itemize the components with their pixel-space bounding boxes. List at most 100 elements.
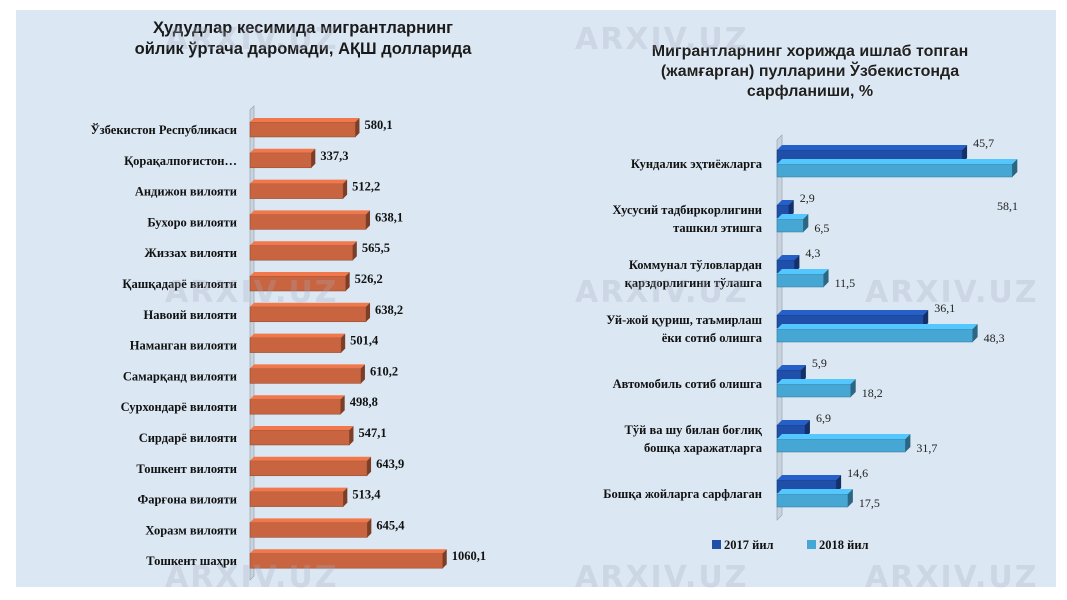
right-value-label: 14,6 [847,466,868,480]
left-bar-top [250,241,357,246]
right-value-label: 17,5 [859,496,880,510]
right-category-label: бошқа харажатларга [644,441,763,455]
left-category-label: Сурхондарё вилояти [121,400,237,414]
left-value-label: 580,1 [364,118,392,132]
left-bar-front [249,522,368,538]
left-bar-top [250,148,316,153]
left-bar [249,487,348,507]
left-value-label: 512,2 [352,180,380,194]
right-bar-2018-front [776,438,906,453]
right-title-line-2: (жамғарган) пулларини Ўзбекистонда [660,63,960,80]
right-category-label: ташкил этишга [673,221,763,235]
right-value-label: 2,9 [800,191,815,205]
left-category-label: Сирдарё вилояти [139,431,237,445]
left-bar-top [250,272,350,276]
right-value-label: 45,7 [973,136,994,150]
left-category-label: Қорақалпоғистон… [124,154,237,168]
right-value-label: 11,5 [835,276,856,290]
right-bar-2018-top [777,379,856,384]
legend-swatch-2018 [807,540,816,549]
right-bar-2018-top [777,489,853,494]
right-bar-2017-side [923,310,929,328]
left-category-label: Самарқанд вилояти [123,369,237,383]
right-bar-2018-front [776,218,804,233]
left-category-label: Ўзбекистон Республикаси [90,123,237,137]
right-bar-2018-front [776,163,1013,178]
left-bar [249,179,348,199]
left-bar-front [249,214,367,230]
left-value-label: 638,2 [375,303,403,317]
right-bar-2017-top [777,255,800,260]
left-bar-front [249,491,344,507]
right-bar-2018-side [847,489,853,507]
right-bar-2018-top [777,324,978,329]
left-value-label: 337,3 [320,149,348,163]
left-bar-side [366,210,371,230]
right-bar-2017-side [962,145,968,163]
left-bar [249,395,345,415]
left-bar [249,241,357,261]
right-bar-2018 [776,489,853,508]
left-value-label: 513,4 [352,488,381,502]
right-category-label: Кундалик эҳтиёжларга [631,157,763,171]
legend-label: 2018 йил [819,538,869,552]
right-category-label: Тўй ва шу билан боғлиқ [625,423,763,437]
right-value-label: 5,9 [812,356,827,370]
left-category-label: Фарғона вилояти [137,493,237,507]
right-bar-2017-top [777,365,806,370]
left-bar [249,426,354,446]
left-bar-side [367,456,372,476]
left-bar-front [249,306,367,323]
left-bar-top [250,518,372,523]
right-bar-2018-side [1012,159,1018,177]
left-bar-top [250,549,447,554]
right-bar-2018 [776,159,1018,178]
left-bar-top [250,487,348,492]
right-category-label: қарздорлигини тўлашга [625,276,763,290]
left-value-label: 501,4 [350,334,379,348]
left-bar-front [249,368,362,384]
right-title-line-1: Мигрантларнинг хорижда ишлаб топган [651,43,969,60]
left-bar-side [343,179,348,199]
left-bar-top [250,456,372,461]
right-bar-2018 [776,434,911,453]
left-bar-front [249,337,342,353]
left-bar-side [366,302,371,322]
right-value-label: 31,7 [916,441,937,455]
right-bar-2017-top [777,145,968,150]
left-category-label: Андижон вилояти [135,185,237,199]
left-bar-front [249,460,368,477]
right-title-line-3: сарфланиши, % [746,83,874,100]
right-value-label: 36,1 [934,301,955,315]
left-bar-front [249,552,443,569]
left-bar [249,302,371,323]
left-bar-side [360,364,365,384]
left-bar-front [249,429,350,446]
right-bar-2018-side [823,269,829,287]
left-category-label: Бухоро вилояти [147,215,237,229]
left-bar [249,456,372,477]
left-category-label: Тошкент вилояти [136,462,237,476]
left-value-label: 526,2 [355,272,383,286]
left-bar-front [249,275,346,292]
left-category-label: Хоразм вилояти [145,523,237,537]
left-bar-top [250,179,348,184]
left-bar [249,148,316,169]
left-bar-side [352,241,357,261]
right-category-label: Хусусий тадбиркорлигини [613,203,762,217]
left-bar [249,210,371,230]
left-bar [249,364,365,384]
left-bar [249,549,447,569]
left-value-label: 547,1 [358,426,386,440]
right-bar-2018-side [803,214,809,232]
right-bar-2017 [776,200,794,219]
right-bar-2018-top [777,269,829,274]
left-bar-side [355,118,360,137]
left-value-label: 498,8 [350,395,378,409]
slide-background [16,10,1056,587]
right-bar-2018-front [776,273,824,288]
right-bar-2017-top [777,475,842,480]
right-bar-2018-top [777,214,809,219]
right-bar-2018-front [776,383,851,398]
